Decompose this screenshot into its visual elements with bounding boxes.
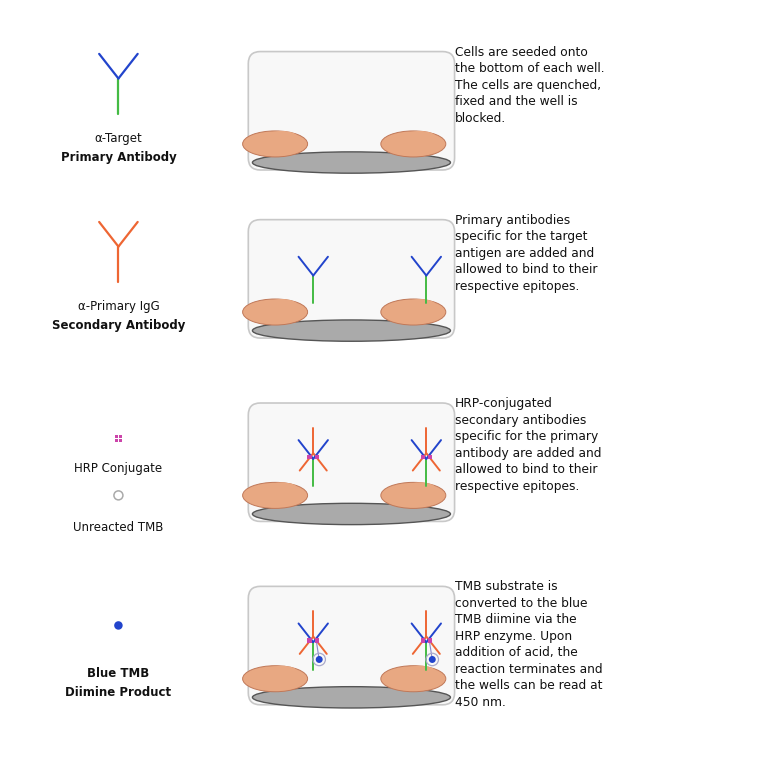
Ellipse shape (243, 299, 308, 325)
Ellipse shape (252, 503, 451, 525)
Text: Blue TMB: Blue TMB (87, 667, 150, 680)
Bar (115, 435, 118, 439)
FancyBboxPatch shape (248, 52, 455, 170)
Text: Secondary Antibody: Secondary Antibody (52, 319, 185, 332)
Ellipse shape (252, 687, 451, 708)
Bar (307, 455, 312, 459)
Ellipse shape (265, 482, 298, 495)
Ellipse shape (243, 665, 308, 691)
Bar (118, 435, 122, 439)
Text: HRP Conjugate: HRP Conjugate (74, 462, 163, 475)
Bar (428, 455, 432, 459)
Text: Primary Antibody: Primary Antibody (60, 151, 176, 164)
FancyBboxPatch shape (248, 403, 455, 521)
Bar (420, 639, 425, 643)
Ellipse shape (114, 621, 123, 630)
Text: Unreacted TMB: Unreacted TMB (73, 521, 163, 535)
Text: Diimine Product: Diimine Product (66, 686, 171, 699)
Ellipse shape (403, 299, 436, 312)
Ellipse shape (252, 320, 451, 342)
Ellipse shape (265, 665, 298, 678)
Text: Primary antibodies
specific for the target
antigen are added and
allowed to bind: Primary antibodies specific for the targ… (455, 214, 597, 293)
Ellipse shape (380, 299, 446, 325)
Ellipse shape (265, 131, 298, 144)
Bar (315, 455, 319, 459)
Bar (118, 439, 122, 442)
Ellipse shape (403, 131, 436, 144)
Ellipse shape (380, 665, 446, 691)
Text: α-Primary IgG: α-Primary IgG (77, 300, 160, 313)
Text: α-Target: α-Target (95, 132, 142, 145)
Ellipse shape (265, 299, 298, 312)
Bar (115, 439, 118, 442)
Bar (420, 455, 425, 459)
Ellipse shape (243, 131, 308, 157)
Bar (428, 639, 432, 643)
Ellipse shape (403, 482, 436, 495)
Text: Cells are seeded onto
the bottom of each well.
The cells are quenched,
fixed and: Cells are seeded onto the bottom of each… (455, 46, 604, 125)
FancyBboxPatch shape (248, 587, 455, 704)
Bar (307, 639, 312, 643)
Ellipse shape (252, 152, 451, 173)
Ellipse shape (316, 656, 322, 663)
Ellipse shape (243, 482, 308, 508)
Ellipse shape (403, 665, 436, 678)
Ellipse shape (429, 656, 435, 663)
Bar (315, 639, 319, 643)
Ellipse shape (380, 482, 446, 508)
Text: HRP-conjugated
secondary antibodies
specific for the primary
antibody are added : HRP-conjugated secondary antibodies spec… (455, 397, 601, 493)
FancyBboxPatch shape (248, 220, 455, 338)
Text: TMB substrate is
converted to the blue
TMB diimine via the
HRP enzyme. Upon
addi: TMB substrate is converted to the blue T… (455, 581, 602, 709)
Ellipse shape (380, 131, 446, 157)
